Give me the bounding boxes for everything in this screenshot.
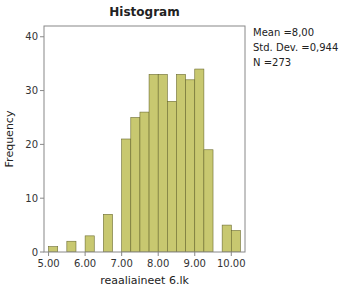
histogram-bar xyxy=(103,214,112,252)
x-tick xyxy=(158,252,159,256)
x-tick-label: 10.00 xyxy=(217,258,246,269)
stats-text: N =273 xyxy=(253,57,291,68)
histogram-bar xyxy=(122,139,131,252)
chart: Histogram 5.00 6.00 7.00 8.00 9.00 10.00 0 10 20 3… xyxy=(0,0,343,297)
x-tick xyxy=(121,252,122,256)
histogram-bar xyxy=(131,117,140,252)
histogram-bar xyxy=(231,230,240,252)
y-tick-label: 20 xyxy=(25,139,38,150)
y-tick xyxy=(40,90,44,91)
histogram-bar xyxy=(176,74,185,252)
histogram-bar xyxy=(204,150,213,252)
x-tick-label: 5.00 xyxy=(37,258,59,269)
histogram-bar xyxy=(49,247,58,252)
x-axis-label: reaaliaineet 6.lk xyxy=(100,274,189,287)
y-tick xyxy=(40,252,44,253)
histogram-bar xyxy=(186,80,195,252)
x-tick-label: 8.00 xyxy=(147,258,169,269)
y-tick-label: 30 xyxy=(25,85,38,96)
y-tick-label: 10 xyxy=(25,193,38,204)
histogram-bar xyxy=(149,74,158,252)
x-tick-label: 7.00 xyxy=(111,258,133,269)
x-tick-label: 6.00 xyxy=(74,258,96,269)
y-tick-label: 0 xyxy=(32,247,38,258)
histogram-bar xyxy=(222,225,231,252)
y-tick-label: 40 xyxy=(25,31,38,42)
y-tick xyxy=(40,36,44,37)
plot-frame xyxy=(44,26,245,252)
histogram-bar xyxy=(140,112,149,252)
x-tick xyxy=(194,252,195,256)
histogram-bar xyxy=(67,241,76,252)
histogram-bar xyxy=(85,236,94,252)
bars xyxy=(49,69,241,252)
x-tick xyxy=(231,252,232,256)
y-axis-label: Frequency xyxy=(3,110,16,167)
y-tick xyxy=(40,144,44,145)
y-tick xyxy=(40,198,44,199)
stats-text: Mean =8,00 xyxy=(253,27,314,38)
x-tick xyxy=(85,252,86,256)
title: Histogram xyxy=(109,5,179,19)
stats-text: Std. Dev. =0,944 xyxy=(253,42,338,53)
x-tick-label: 9.00 xyxy=(184,258,206,269)
histogram-bar xyxy=(167,101,176,252)
histogram-bar xyxy=(195,69,204,252)
histogram-bar xyxy=(158,74,167,252)
x-tick xyxy=(48,252,49,256)
